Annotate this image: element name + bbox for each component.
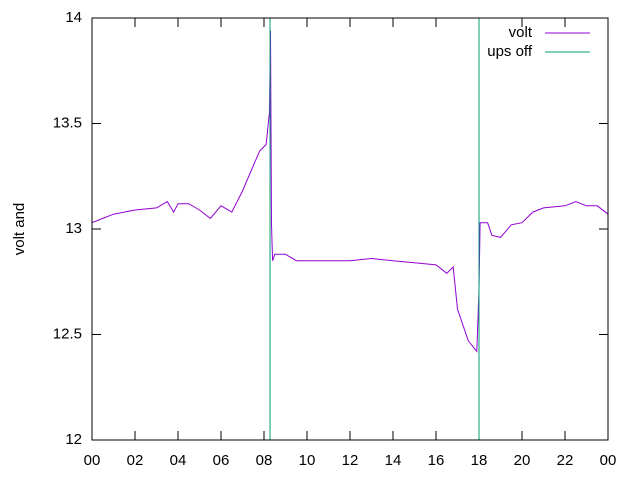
y-tick-label: 13 — [65, 220, 82, 237]
y-tick-label: 12.5 — [53, 325, 82, 342]
legend-label: volt — [509, 24, 533, 41]
y-tick-label: 12 — [65, 431, 82, 448]
x-tick-label: 08 — [256, 452, 273, 469]
x-tick-label: 10 — [299, 452, 316, 469]
x-tick-label: 00 — [600, 452, 617, 469]
x-tick-label: 16 — [428, 452, 445, 469]
x-tick-label: 12 — [342, 452, 359, 469]
x-tick-label: 06 — [213, 452, 230, 469]
y-axis-label: volt and — [11, 203, 28, 256]
x-tick-label: 18 — [471, 452, 488, 469]
x-tick-label: 00 — [84, 452, 101, 469]
x-tick-label: 22 — [557, 452, 574, 469]
legend-label: ups off — [487, 43, 533, 60]
series-line — [91, 30, 609, 353]
x-tick-label: 02 — [127, 452, 144, 469]
plot-border — [91, 17, 609, 441]
x-tick-label: 04 — [170, 452, 187, 469]
x-tick-label: 14 — [385, 452, 402, 469]
y-tick-label: 14 — [65, 9, 82, 26]
x-tick-label: 20 — [514, 452, 531, 469]
y-tick-label: 13.5 — [53, 114, 82, 131]
